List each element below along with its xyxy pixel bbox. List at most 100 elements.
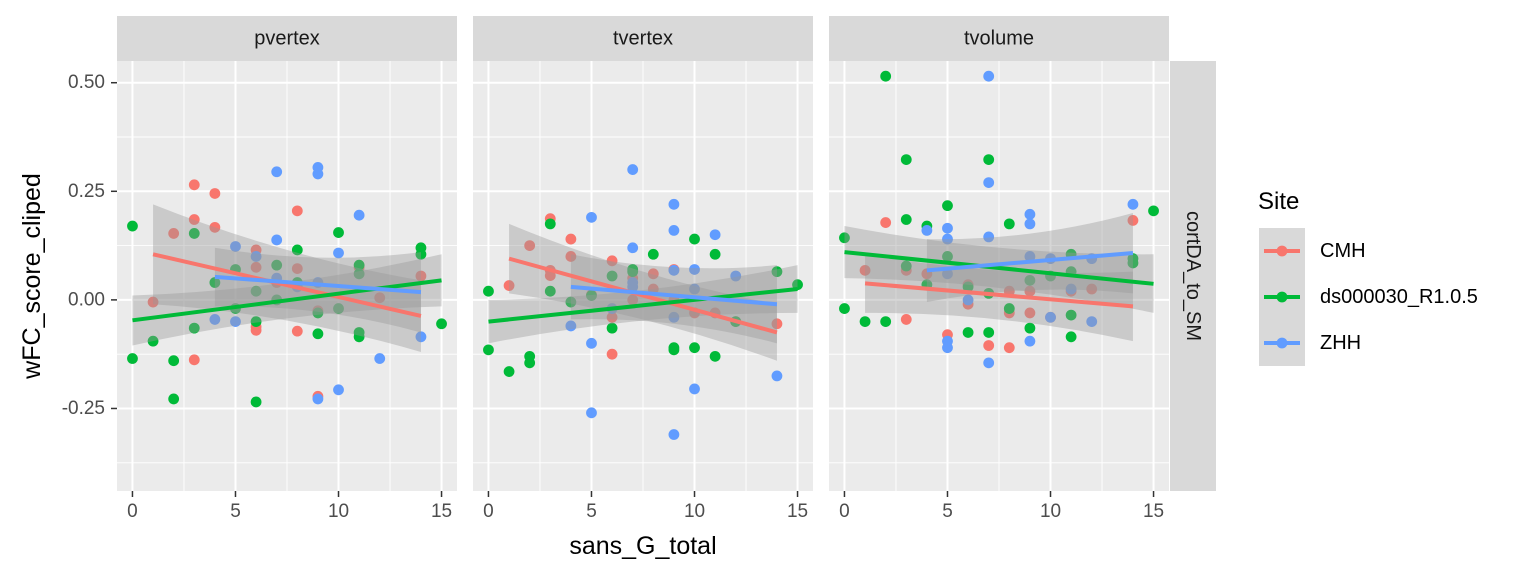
data-point xyxy=(291,325,303,337)
data-point xyxy=(565,251,577,262)
data-point xyxy=(900,214,912,225)
x-tick-label: 5 xyxy=(586,501,597,522)
data-point xyxy=(1024,307,1036,319)
data-point xyxy=(565,320,577,332)
data-point xyxy=(606,311,618,323)
data-point xyxy=(942,222,953,234)
data-point xyxy=(168,355,180,367)
data-point xyxy=(771,266,783,278)
data-point xyxy=(983,231,995,243)
data-point xyxy=(250,251,262,262)
data-point xyxy=(374,353,386,364)
data-point xyxy=(689,383,700,395)
data-point xyxy=(942,251,953,262)
row-strip xyxy=(1170,61,1216,491)
data-point xyxy=(565,233,577,245)
x-axis-title: sans_G_total xyxy=(569,532,716,560)
data-point xyxy=(374,292,386,304)
data-point xyxy=(291,244,303,256)
data-point xyxy=(127,220,138,232)
data-point xyxy=(127,353,138,364)
data-point xyxy=(436,318,447,330)
data-point xyxy=(312,168,324,180)
data-point xyxy=(689,233,700,245)
data-point xyxy=(524,240,536,251)
data-point xyxy=(250,285,262,297)
panel-strip xyxy=(117,16,457,61)
data-point xyxy=(271,234,283,246)
data-point xyxy=(291,205,303,217)
data-point xyxy=(839,232,850,244)
data-point xyxy=(900,314,912,325)
data-point xyxy=(503,280,515,291)
data-point xyxy=(983,177,995,189)
data-point xyxy=(606,348,618,360)
data-point xyxy=(962,281,974,293)
y-tick-label: 0.25 xyxy=(68,181,105,202)
data-point xyxy=(839,303,850,314)
data-point xyxy=(333,384,344,396)
data-point xyxy=(1065,283,1077,295)
x-tick-label: 10 xyxy=(684,501,705,522)
data-point xyxy=(271,259,283,271)
data-point xyxy=(900,260,912,272)
legend: Site CMH ds000030_R1.0.5 ZHH xyxy=(1258,188,1478,366)
legend-label: ds000030_R1.0.5 xyxy=(1320,286,1478,308)
data-point xyxy=(586,407,597,419)
x-tick-label: 10 xyxy=(1040,501,1061,522)
chart-panels: pvertex 0 5 10 15 tvertex 0 5 10 15 tvolume 0 5 10 15 xyxy=(117,16,1169,522)
data-point xyxy=(1024,208,1036,220)
data-point xyxy=(250,316,262,328)
data-point xyxy=(689,264,700,275)
legend-key-point xyxy=(1276,245,1288,257)
data-point xyxy=(353,209,365,221)
data-point xyxy=(209,221,221,233)
x-tick-label: 15 xyxy=(787,501,808,522)
regression-line xyxy=(508,256,778,335)
data-point xyxy=(168,228,180,239)
data-point xyxy=(565,296,577,308)
data-point xyxy=(983,327,995,338)
data-point xyxy=(544,270,556,281)
data-point xyxy=(209,314,221,325)
panel-strip-label: pvertex xyxy=(254,28,320,50)
data-point xyxy=(900,154,912,165)
data-point xyxy=(1024,274,1036,286)
series-zhh-points xyxy=(921,70,1139,369)
data-point xyxy=(606,322,618,334)
data-point xyxy=(1148,205,1159,217)
data-point xyxy=(627,281,639,293)
regression-line xyxy=(570,284,778,307)
data-point xyxy=(983,340,995,351)
data-point xyxy=(291,263,303,275)
data-point xyxy=(942,233,953,245)
panel-strip-label: tvolume xyxy=(964,28,1034,50)
confidence-band xyxy=(570,254,777,344)
data-point xyxy=(188,354,200,366)
data-point xyxy=(983,70,995,82)
confidence-band xyxy=(926,213,1133,303)
panel-strip-label: tvertex xyxy=(613,28,673,50)
x-tick-label: 0 xyxy=(483,501,494,522)
data-point xyxy=(1127,215,1139,226)
data-point xyxy=(942,200,953,212)
data-point xyxy=(1065,331,1077,343)
data-point xyxy=(312,307,324,319)
regression-line xyxy=(132,278,442,323)
data-point xyxy=(483,344,494,356)
data-point xyxy=(880,217,892,228)
regression-line xyxy=(214,274,422,295)
x-tick-label: 5 xyxy=(230,501,241,522)
data-point xyxy=(1086,283,1098,295)
data-point xyxy=(859,264,871,276)
data-point xyxy=(880,70,892,82)
data-point xyxy=(1127,257,1139,269)
panel-strip xyxy=(829,16,1169,61)
data-point xyxy=(147,296,159,308)
data-point xyxy=(983,357,995,369)
data-point xyxy=(188,179,200,191)
data-point xyxy=(353,268,365,280)
panel-tvolume: tvolume 0 5 10 15 xyxy=(829,16,1169,522)
data-point xyxy=(312,328,324,340)
